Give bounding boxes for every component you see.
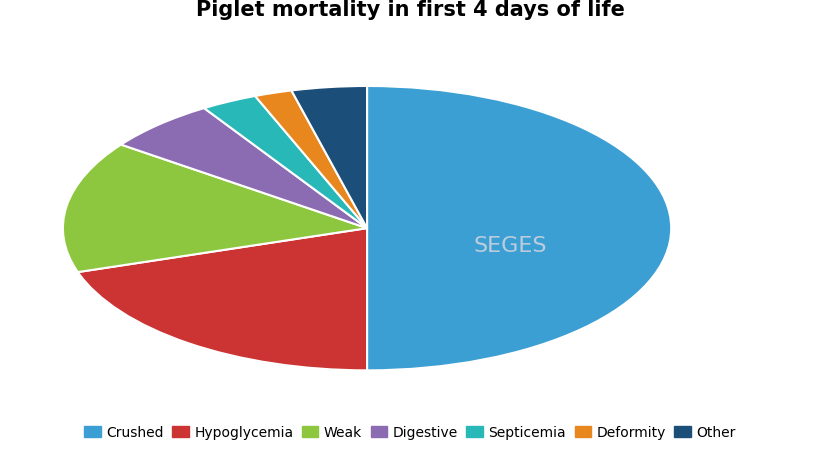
Legend: Crushed, Hypoglycemia, Weak, Digestive, Septicemia, Deformity, Other: Crushed, Hypoglycemia, Weak, Digestive, … xyxy=(79,420,740,445)
Wedge shape xyxy=(367,87,671,370)
Wedge shape xyxy=(204,97,367,229)
Wedge shape xyxy=(63,146,367,273)
Wedge shape xyxy=(291,87,367,229)
Text: SEGES: SEGES xyxy=(473,235,546,255)
Wedge shape xyxy=(121,109,367,229)
Wedge shape xyxy=(255,91,367,229)
Wedge shape xyxy=(78,229,367,370)
Title: Piglet mortality in first 4 days of life: Piglet mortality in first 4 days of life xyxy=(195,0,624,20)
